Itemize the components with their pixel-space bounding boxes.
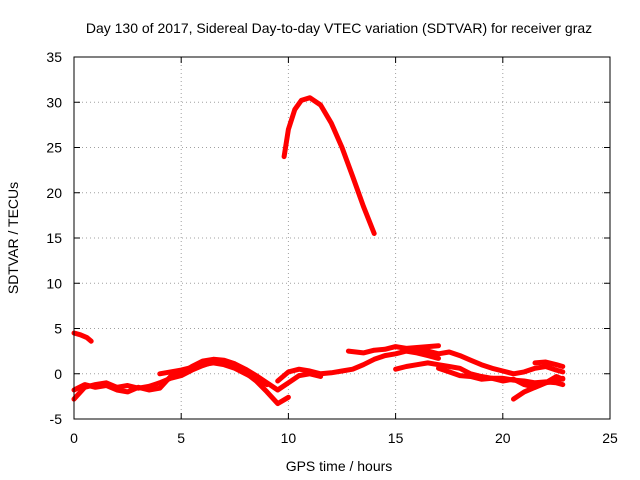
series-arc-peak (281, 95, 377, 236)
y-tick-label: -5 (50, 411, 63, 427)
y-tick-label: 20 (46, 185, 62, 201)
y-tick-label: 15 (46, 230, 62, 246)
y-tick-label: 10 (46, 275, 62, 291)
x-tick-labels: 0 5 10 15 20 25 (70, 430, 618, 446)
grid (74, 57, 610, 419)
series-arc-early (71, 330, 94, 344)
x-tick-label: 20 (495, 430, 511, 446)
y-tick-label: 5 (54, 321, 62, 337)
x-tick-label: 5 (177, 430, 185, 446)
series-group (71, 95, 566, 407)
x-axis-label: GPS time / hours (286, 458, 393, 474)
y-tick-label: 35 (46, 49, 62, 65)
x-tick-label: 15 (388, 430, 404, 446)
series-arc-dip (511, 374, 566, 402)
chart-title: Day 130 of 2017, Sidereal Day-to-day VTE… (86, 20, 592, 36)
y-tick-label: 0 (54, 366, 62, 382)
x-tick-label: 25 (602, 430, 618, 446)
axis-ticks (73, 56, 611, 420)
x-tick-label: 0 (70, 430, 78, 446)
series-arc-mid (157, 360, 270, 388)
y-tick-label: 30 (46, 94, 62, 110)
series-arc-end (532, 359, 566, 369)
series-arc-late-b (403, 345, 566, 377)
y-tick-label: 25 (46, 140, 62, 156)
x-tick-label: 10 (281, 430, 297, 446)
series-arc-high (345, 343, 441, 356)
y-axis-label: SDTVAR / TECUs (5, 182, 21, 294)
series-arc-late-a (393, 360, 566, 388)
series-arc-post (275, 348, 441, 384)
y-tick-labels: -5 0 5 10 15 20 25 30 35 (46, 49, 62, 427)
